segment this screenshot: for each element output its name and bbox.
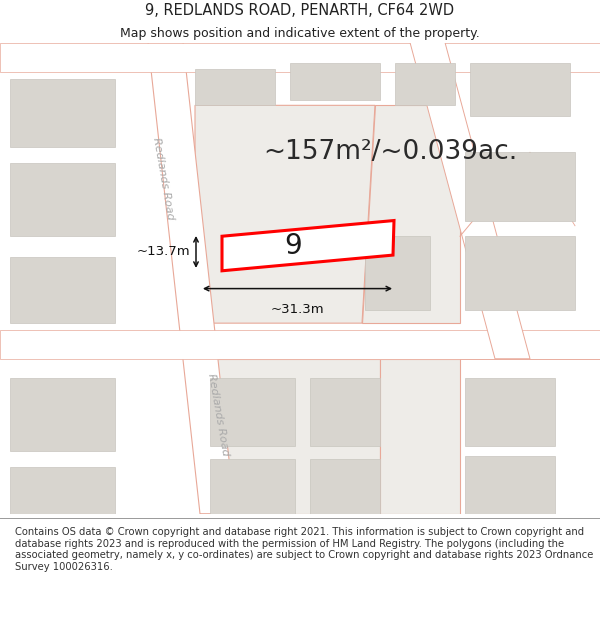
Text: 9: 9 bbox=[284, 232, 302, 259]
Text: Contains OS data © Crown copyright and database right 2021. This information is : Contains OS data © Crown copyright and d… bbox=[15, 527, 593, 572]
Polygon shape bbox=[210, 459, 295, 514]
Polygon shape bbox=[10, 257, 115, 323]
Polygon shape bbox=[410, 42, 530, 359]
Text: Redlands Road: Redlands Road bbox=[206, 372, 230, 456]
Polygon shape bbox=[290, 64, 380, 100]
Polygon shape bbox=[0, 42, 600, 72]
Polygon shape bbox=[10, 378, 115, 451]
Polygon shape bbox=[222, 221, 394, 271]
Polygon shape bbox=[210, 378, 295, 446]
Text: ~157m²/~0.039ac.: ~157m²/~0.039ac. bbox=[263, 139, 517, 166]
Polygon shape bbox=[365, 236, 430, 309]
Polygon shape bbox=[465, 456, 555, 514]
Polygon shape bbox=[10, 79, 115, 148]
Polygon shape bbox=[465, 378, 555, 446]
Text: Map shows position and indicative extent of the property.: Map shows position and indicative extent… bbox=[120, 27, 480, 39]
Text: 9, REDLANDS ROAD, PENARTH, CF64 2WD: 9, REDLANDS ROAD, PENARTH, CF64 2WD bbox=[145, 3, 455, 18]
Polygon shape bbox=[465, 236, 575, 309]
Text: Redlands Road: Redlands Road bbox=[151, 137, 175, 221]
Polygon shape bbox=[148, 42, 235, 514]
Text: ~13.7m: ~13.7m bbox=[136, 246, 190, 259]
Polygon shape bbox=[0, 331, 600, 359]
Polygon shape bbox=[380, 359, 460, 514]
Polygon shape bbox=[10, 163, 115, 236]
Polygon shape bbox=[310, 459, 380, 514]
Polygon shape bbox=[470, 64, 570, 116]
Text: ~31.3m: ~31.3m bbox=[271, 303, 325, 316]
Polygon shape bbox=[10, 467, 115, 514]
Polygon shape bbox=[195, 69, 275, 106]
Polygon shape bbox=[395, 64, 455, 106]
Polygon shape bbox=[465, 152, 575, 221]
Polygon shape bbox=[362, 106, 460, 323]
Polygon shape bbox=[310, 378, 380, 446]
Polygon shape bbox=[200, 359, 380, 514]
Polygon shape bbox=[195, 106, 375, 323]
